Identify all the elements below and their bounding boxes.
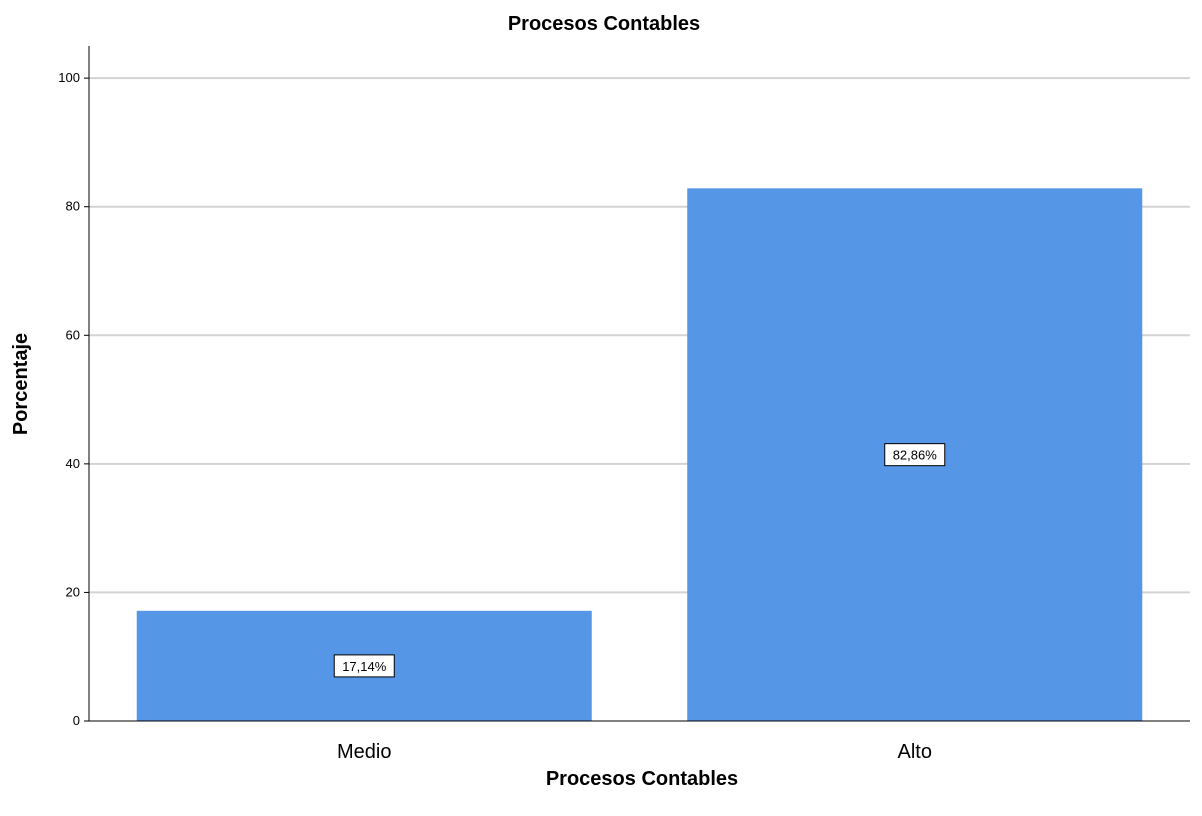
y-tick-label: 20 [66,584,80,599]
x-tick-label: Medio [337,741,391,763]
x-axis-title: Procesos Contables [546,768,738,790]
data-label: 17,14% [342,659,387,674]
y-axis-title: Porcentaje [10,333,32,435]
y-axis-ticks: 0 20 40 60 80 100 [58,70,89,728]
y-tick-label: 0 [73,713,80,728]
axes [88,46,1190,722]
data-label-box [884,443,946,467]
data-labels: 17,14% 82,86% [333,443,946,678]
data-label: 82,86% [893,448,938,463]
y-tick-label: 100 [58,70,80,85]
chart-title: Procesos Contables [508,13,700,35]
bars [136,188,1143,722]
y-tick-label: 60 [66,327,80,342]
y-tick-label: 40 [66,456,80,471]
data-label-box [333,654,395,678]
y-tick-label: 80 [66,199,80,214]
x-tick-label: Alto [898,741,932,763]
x-axis-ticks: Medio Alto [337,741,932,763]
